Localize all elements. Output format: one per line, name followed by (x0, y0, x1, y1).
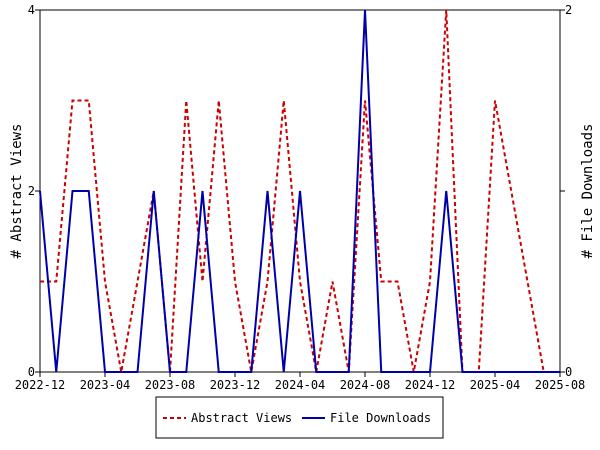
x-tick-label: 2024-12 (405, 378, 456, 392)
legend-box (155, 396, 444, 439)
x-tick-label: 2023-08 (145, 378, 196, 392)
left-y-tick-label: 2 (28, 184, 35, 198)
right-y-axis-label: # File Downloads (580, 124, 596, 259)
left-y-axis: 0 2 4 (28, 3, 40, 379)
left-y-tick-label: 4 (28, 3, 35, 17)
legend-label-file-downloads: File Downloads (330, 411, 431, 425)
x-tick-label: 2025-08 (535, 378, 586, 392)
series-line-abstract-views (40, 9, 560, 373)
left-y-axis-label: # Abstract Views (9, 124, 25, 259)
x-tick-label: 2024-04 (275, 378, 326, 392)
right-y-axis: 02 (560, 3, 572, 379)
x-tick-label: 2024-08 (340, 378, 391, 392)
x-tick-label: 2022-12 (15, 378, 66, 392)
right-y-tick-label: 0 (565, 365, 572, 379)
legend: Abstract Views File Downloads (155, 396, 444, 439)
x-tick-label: 2023-12 (210, 378, 261, 392)
right-y-tick-label: 2 (565, 3, 572, 17)
x-axis: 2022-12 2023-04 2023-08 2023-12 2024-04 2024-… (15, 372, 586, 392)
series-line-file-downloads (39, 9, 560, 373)
left-y-tick-label: 0 (28, 365, 35, 379)
x-tick-label: 2023-04 (80, 378, 131, 392)
x-tick-label: 2025-04 (470, 378, 521, 392)
legend-label-abstract-views: Abstract Views (191, 411, 292, 425)
series-layer (39, 9, 560, 373)
